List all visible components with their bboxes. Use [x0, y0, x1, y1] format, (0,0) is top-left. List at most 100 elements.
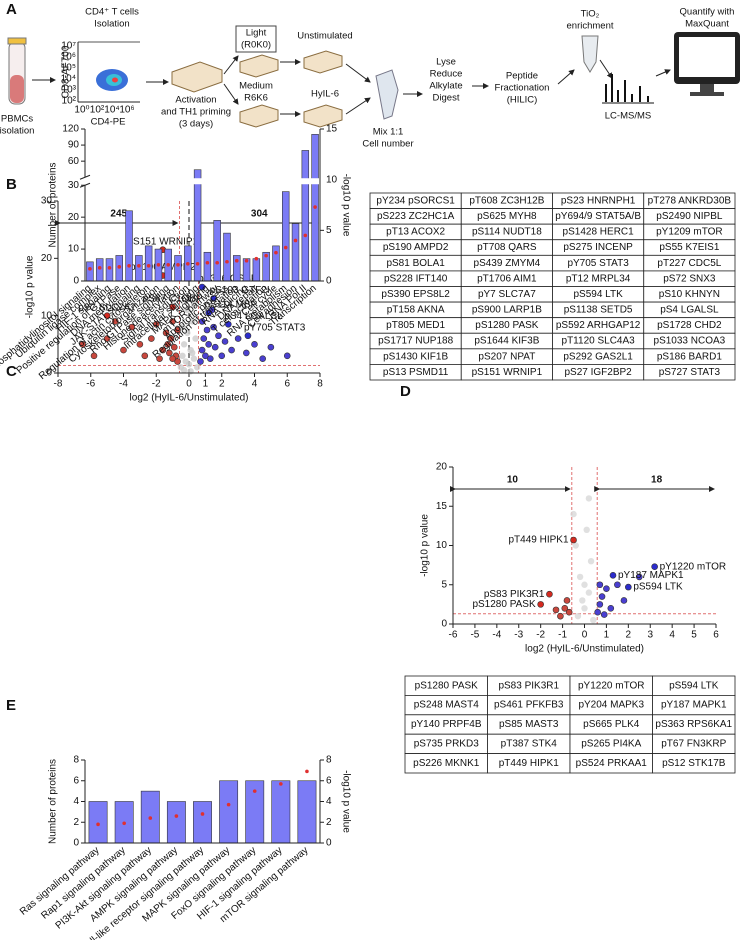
table-text: pY187 MAPK1	[661, 700, 727, 711]
pvalue-dot	[200, 812, 205, 816]
table-text: pT608 ZC3H12B	[469, 195, 544, 206]
bar	[95, 258, 104, 282]
pvalue-dot	[244, 258, 249, 263]
arrow	[345, 63, 371, 83]
y2-axis-label: -log10 p value	[340, 770, 351, 833]
data-point	[193, 364, 201, 371]
data-point	[162, 329, 170, 337]
step-label: R6K6	[244, 93, 268, 104]
table-text: pS27 IGF2BP2	[564, 367, 632, 378]
x-tick-label: -6	[449, 630, 458, 641]
table-text: pS228 IFT140	[384, 273, 448, 284]
point-label: pS87 C1QBP	[143, 294, 203, 305]
table-text: pY140 PRPF4B	[411, 719, 482, 730]
culture-flask	[239, 54, 279, 78]
x-tick-label: -3	[514, 630, 523, 641]
point-label: pS190 AMPD2	[130, 262, 196, 273]
table-cell	[643, 364, 736, 381]
data-point	[594, 608, 601, 616]
x-tick-label: 4	[252, 379, 258, 390]
x-tick-label: -6	[86, 379, 95, 390]
data-point	[561, 604, 569, 612]
table-text: pT449 HIPK1	[499, 758, 559, 769]
table-text: pS12 STK17B	[662, 758, 726, 769]
step-label: CD4⁺ T cells	[85, 7, 139, 18]
labeled-point	[198, 283, 206, 291]
data-point	[598, 593, 606, 600]
y-axis-label: Number of proteins	[48, 759, 59, 844]
labeled-point	[210, 295, 217, 302]
point-label: pS83 PIK3R1	[484, 589, 545, 600]
count-label: 245	[110, 209, 127, 220]
table-text: pS1430 KIF1B	[383, 351, 448, 362]
table-text: pT13 ACOX2	[386, 227, 445, 238]
pvalue-dot	[186, 261, 190, 266]
data-point	[572, 542, 579, 549]
count-label: 18	[651, 475, 663, 486]
table-text: pS665 PLK4	[583, 719, 640, 730]
data-point	[234, 335, 242, 342]
table-text: pS114 NUDT18	[472, 227, 542, 238]
table-text: pS23 HNRNPH1	[561, 195, 636, 206]
flow-xlabel: CD4-PE	[91, 117, 126, 128]
table-text: pT708 QARS	[477, 242, 537, 253]
panel-label: A	[6, 1, 17, 18]
step-label: Unstimulated	[297, 31, 352, 42]
step-label: Isolation	[94, 19, 129, 30]
data-point	[190, 355, 198, 362]
bar	[213, 220, 221, 282]
step-label: Activation	[175, 95, 216, 106]
culture-flask	[303, 104, 343, 128]
y-tick-label: 8	[73, 755, 79, 766]
labeled-point	[205, 309, 212, 317]
step-label: Mix 1:1	[373, 127, 404, 138]
pvalue-dot	[156, 262, 161, 267]
data-point	[192, 335, 199, 342]
step-label: (R0K0)	[241, 40, 271, 51]
bar	[105, 258, 114, 282]
x-tick-label: 0	[582, 630, 588, 641]
step-label: Quantify with	[680, 7, 735, 18]
pvalue-dot	[195, 261, 200, 266]
data-point	[90, 352, 98, 360]
pvalue-dot	[166, 262, 171, 267]
data-point	[156, 355, 163, 362]
pvalue-dot	[305, 769, 309, 774]
data-point	[565, 608, 573, 616]
table-text: pS524 PRKAA1	[576, 758, 648, 769]
y-tick-label: 10	[436, 540, 448, 551]
table-text: pS292 GAS2L1	[563, 351, 633, 362]
bar	[271, 780, 291, 844]
x-tick-label: 0	[186, 379, 192, 390]
x-tick-label: 4	[669, 630, 675, 641]
table-text: pT1120 SLC4A3	[562, 336, 636, 347]
data-point	[283, 352, 291, 360]
table-text: pS1033 NCOA3	[654, 336, 726, 347]
arrow	[599, 59, 613, 79]
y2-tick-label: 6	[326, 775, 332, 786]
x-tick-label: -4	[492, 630, 501, 641]
table-text: pY1209 mTOR	[656, 227, 723, 238]
culture-flask	[303, 50, 343, 74]
y-tick-label: 30	[41, 196, 53, 207]
labeled-point	[625, 583, 632, 591]
data-point	[180, 366, 188, 374]
pvalue-dot	[137, 264, 141, 268]
table-text: pS363 RPS6KA1	[655, 719, 732, 730]
table-text: pS1428 HERC1	[563, 227, 635, 238]
data-point	[120, 346, 127, 354]
data-point	[635, 573, 643, 581]
x-tick-label: 8	[317, 379, 323, 390]
x-tick-label: 2	[626, 630, 632, 641]
flow-xtick: 10⁴	[104, 105, 119, 116]
arrow	[223, 55, 239, 75]
table-text: pS1728 CHD2	[657, 320, 722, 331]
pvalue-dot	[283, 245, 288, 250]
table-text: pS248 MAST4	[414, 700, 479, 711]
y-tick-label: 0	[441, 619, 447, 630]
data-point	[198, 346, 206, 354]
step-label: LC-MS/MS	[605, 111, 651, 122]
bar	[219, 780, 239, 844]
labeled-point	[225, 320, 232, 328]
